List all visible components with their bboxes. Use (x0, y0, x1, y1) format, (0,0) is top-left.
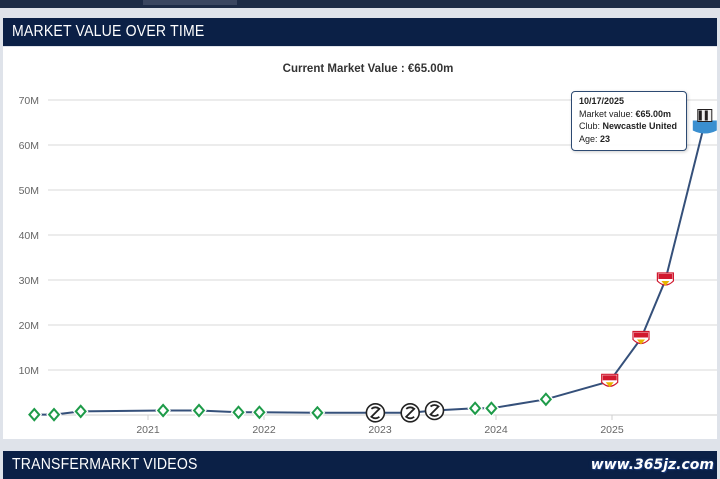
market-value-tooltip: 10/17/2025 Market value: €65.00m Club: N… (571, 91, 687, 151)
x-tick-label: 2025 (600, 424, 624, 436)
tooltip-mv-value: €65.00m (635, 108, 672, 119)
elversberg-crest-icon[interactable] (365, 402, 386, 423)
videos-section-header: TRANSFERMARKT VIDEOS (3, 451, 717, 479)
werder-crest-inner (30, 410, 38, 419)
stuttgart-crest-band (602, 375, 617, 381)
stuttgart-crest-icon[interactable] (632, 330, 650, 345)
market-value-section-title: MARKET VALUE OVER TIME (12, 23, 205, 40)
x-tick-label: 2021 (136, 424, 160, 436)
y-tick-label: 40M (19, 230, 39, 242)
stuttgart-crest-antlers (605, 382, 614, 388)
x-axis-ticks: 2021 2022 2023 2024 2025 (136, 415, 624, 436)
stuttgart-crest-icon[interactable] (601, 373, 619, 388)
stuttgart-crest-antlers (661, 281, 670, 286)
werder-crest-icon[interactable] (72, 402, 89, 421)
y-tick-label: 50M (19, 185, 39, 197)
werder-crest-inner (195, 406, 203, 415)
data-point-markers[interactable] (26, 109, 717, 424)
videos-section-title: TRANSFERMARKT VIDEOS (12, 456, 198, 473)
stuttgart-crest-icon[interactable] (656, 272, 675, 286)
y-tick-label: 20M (19, 320, 39, 332)
market-value-line (34, 122, 706, 416)
werder-crest-inner (77, 407, 85, 416)
newcastle-crest-stripe (698, 110, 702, 121)
top-navigation-strip (0, 0, 720, 8)
x-tick-label: 2022 (252, 424, 276, 436)
werder-crest-icon[interactable] (309, 403, 326, 422)
elversberg-crest-icon[interactable] (424, 400, 445, 421)
top-nav-tab[interactable] (143, 0, 237, 5)
werder-crest-icon[interactable] (26, 405, 43, 424)
y-axis-ticks: 70M 60M 50M 40M 30M 20M 10M (19, 95, 39, 377)
werder-crest-icon[interactable] (46, 405, 62, 424)
elversberg-crest-mark (429, 404, 440, 417)
y-tick-label: 60M (19, 140, 39, 152)
werder-crest-inner (313, 408, 321, 417)
werder-crest-icon[interactable] (483, 399, 500, 418)
werder-crest-inner (159, 406, 167, 415)
y-tick-label: 30M (19, 275, 39, 287)
stuttgart-crest-antlers (637, 339, 645, 345)
tooltip-age-label: Age: (579, 133, 601, 144)
x-tick-label: 2023 (368, 424, 392, 436)
market-value-section-header: MARKET VALUE OVER TIME (3, 18, 717, 46)
werder-crest-icon[interactable] (251, 403, 268, 422)
y-tick-label: 70M (19, 95, 39, 107)
werder-crest-icon[interactable] (467, 399, 483, 418)
stuttgart-crest-band (658, 274, 673, 279)
chart-title: Current Market Value : €65.00m (283, 63, 454, 75)
tooltip-age-value: 23 (600, 133, 611, 144)
site-watermark: www.365jz.com (590, 457, 714, 473)
x-tick-label: 2024 (484, 424, 508, 436)
elversberg-crest-icon[interactable] (400, 402, 421, 423)
y-tick-label: 10M (19, 365, 39, 377)
werder-crest-icon[interactable] (191, 401, 207, 420)
werder-crest-icon[interactable] (538, 390, 554, 409)
elversberg-crest-mark (370, 406, 381, 420)
tooltip-mv-label: Market value: (579, 108, 636, 119)
werder-crest-icon[interactable] (230, 403, 247, 422)
werder-crest-inner (255, 408, 263, 417)
werder-crest-inner (471, 404, 479, 413)
stuttgart-crest-band (634, 332, 648, 338)
newcastle-crest-stripe (704, 110, 708, 121)
werder-crest-inner (542, 395, 550, 404)
newcastle-crest-icon[interactable] (692, 109, 717, 134)
tooltip-club-label: Club: (579, 121, 603, 131)
newcastle-crest-base (692, 120, 717, 134)
elversberg-crest-mark (404, 406, 416, 420)
tooltip-club-value: Newcastle United (602, 121, 678, 131)
tooltip-date: 10/17/2025 (579, 96, 625, 106)
werder-crest-inner (50, 410, 58, 419)
werder-crest-inner (235, 408, 242, 417)
werder-crest-inner (487, 404, 495, 413)
werder-crest-icon[interactable] (155, 401, 171, 420)
